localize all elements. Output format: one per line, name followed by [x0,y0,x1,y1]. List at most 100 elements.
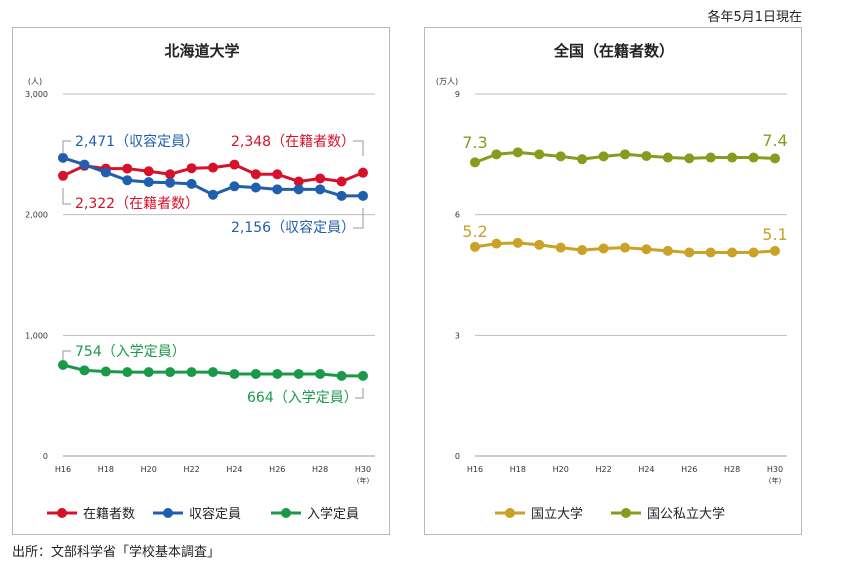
chart-panel-national: 全国（在籍者数） (万人) 0 3 6 9 H16 H18 H20 H22 H24 H26 H28 H30… [424,27,802,535]
chart-national: 全国（在籍者数） (万人) 0 3 6 9 H16 H18 H20 H22 H24 H26 H28 H30… [436,42,788,522]
x-tick-label: H26 [269,465,285,474]
data-point [229,368,240,379]
data-point [229,159,240,170]
data-label: 7.4 [762,131,787,150]
data-point [358,370,368,381]
data-point [662,152,673,163]
data-point [165,177,176,188]
data-point [208,162,218,173]
data-point [272,184,283,195]
legend-marker [57,508,67,518]
x-tick-label: H20 [553,465,569,474]
data-label: 2,471（収容定員） [75,133,199,150]
data-point [641,150,652,161]
data-label: 2,156（収容定員） [231,219,355,236]
data-point [598,151,609,162]
data-point [336,370,347,381]
data-label: 7.3 [462,133,487,152]
x-tick-label: H16 [467,465,483,474]
data-point [165,169,176,180]
x-tick-label: H30 [355,465,371,474]
x-unit-label: (年) [769,476,782,485]
data-point [250,182,261,193]
data-point [186,178,197,189]
data-point [555,151,566,162]
data-point [662,245,673,256]
data-point [748,152,759,163]
data-point [336,190,347,201]
x-tick-label: H28 [312,465,328,474]
y-tick-label: 0 [43,452,48,461]
chart-title: 北海道大学 [164,42,239,60]
data-point [727,152,738,163]
data-point [272,169,283,180]
data-point [122,367,133,378]
y-unit-label: (人) [28,77,42,86]
data-point [620,149,630,160]
x-unit-label: (年) [357,476,370,485]
annotation-leader [62,188,71,205]
legend-marker [505,508,515,518]
legend-label: 在籍者数 [83,506,135,522]
data-point [705,247,716,258]
data-point [79,159,90,170]
data-point [770,153,780,164]
y-tick-label: 0 [455,452,460,461]
data-point [186,163,197,174]
data-point [684,153,695,164]
data-point [122,175,133,186]
data-point [122,163,133,174]
data-point [705,152,716,163]
data-point [100,366,111,377]
annotation-leader [62,350,71,360]
x-tick-label: H30 [767,465,783,474]
legend-label: 国公私立大学 [647,506,725,522]
source-note: 出所：文部科学省「学校基本調査」 [12,545,221,560]
data-point [208,189,218,200]
data-point [315,368,326,379]
data-point [250,169,261,180]
data-label: 5.2 [462,222,487,241]
data-point [143,367,154,378]
data-point [58,170,68,181]
data-point [748,247,759,258]
data-point [58,152,68,163]
data-point [534,239,545,250]
data-point [770,245,780,256]
data-point [358,190,368,201]
chart-hokkaido: 北海道大学 (人) 0 1,000 2,000 3,000 H16 H18 H20 H22 H24 H… [25,42,375,522]
annotation-leader [355,388,364,399]
x-tick-label: H18 [98,465,114,474]
legend-marker [163,508,173,518]
data-point [641,244,652,255]
legend-label: 収容定員 [189,506,241,522]
date-note: 各年5月1日現在 [707,10,802,25]
data-point [208,367,218,378]
data-point [336,176,347,187]
y-tick-label: 6 [455,211,460,220]
data-label: 754（入学定員） [75,344,186,360]
data-label: 2,348（在籍者数） [231,133,355,150]
y-tick-label: 3,000 [25,90,48,99]
legend-label: 入学定員 [307,506,359,522]
legend-marker [621,508,631,518]
legend-label: 国立大学 [531,506,583,522]
data-point [727,247,738,258]
x-tick-label: H24 [638,465,654,474]
x-tick-label: H20 [141,465,157,474]
annotation-leader [62,140,71,154]
data-point [470,157,480,168]
data-point [79,365,90,376]
annotation-leader [353,140,364,156]
data-point [100,167,111,178]
data-point [165,367,176,378]
data-point [315,184,326,195]
data-label: 2,322（在籍者数） [75,195,199,212]
y-tick-label: 3 [455,331,460,340]
x-tick-label: H28 [724,465,740,474]
chart-title: 全国（在籍者数） [553,42,674,60]
x-tick-label: H22 [183,465,199,474]
data-point [250,368,261,379]
data-point [229,181,240,192]
data-label: 664（入学定員） [247,390,358,406]
